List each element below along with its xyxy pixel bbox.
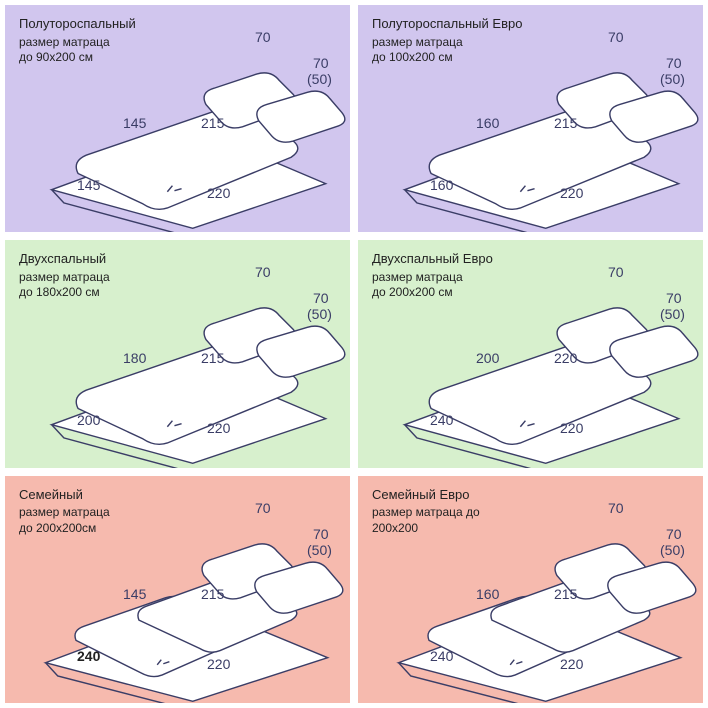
dim-sheet-l: 220 — [560, 185, 583, 201]
dim-pillow-h: 70 — [313, 526, 329, 542]
dim-duvet-w: 145 — [123, 586, 146, 602]
dim-duvet-l: 215 — [201, 115, 224, 131]
dim-sheet-w: 145 — [77, 177, 100, 193]
cell-c6: Семейный Евроразмер матраца до 200x200 7… — [357, 475, 704, 704]
dim-duvet-l: 215 — [554, 115, 577, 131]
dim-pillow-w: 70 — [255, 29, 271, 45]
dim-sheet-l: 220 — [207, 420, 230, 436]
dim-duvet-l: 220 — [554, 350, 577, 366]
bed-diagram — [358, 240, 703, 467]
cell-c4: Двухспальный Евроразмер матраца до 200x2… — [357, 239, 704, 468]
cell-c3: Двухспальныйразмер матраца до 180x200 см… — [4, 239, 351, 468]
dim-sheet-w: 240 — [430, 648, 453, 664]
cell-c1: Полутороспальныйразмер матраца до 90x200… — [4, 4, 351, 233]
dim-pillow-h2: (50) — [307, 542, 332, 558]
dim-sheet-l: 220 — [560, 656, 583, 672]
dim-duvet-l: 215 — [201, 586, 224, 602]
dim-sheet-w: 240 — [77, 648, 100, 664]
dim-duvet-w: 160 — [476, 115, 499, 131]
dim-pillow-h: 70 — [666, 55, 682, 71]
dim-pillow-w: 70 — [255, 500, 271, 516]
cell-c5: Семейныйразмер матраца до 200x200см 7070… — [4, 475, 351, 704]
cell-c2: Полутороспальный Евроразмер матраца до 1… — [357, 4, 704, 233]
dim-pillow-h2: (50) — [660, 542, 685, 558]
dim-duvet-w: 145 — [123, 115, 146, 131]
dim-pillow-h2: (50) — [660, 306, 685, 322]
dim-pillow-w: 70 — [608, 29, 624, 45]
dim-pillow-h2: (50) — [307, 71, 332, 87]
bed-size-grid: Полутороспальныйразмер матраца до 90x200… — [0, 0, 708, 708]
dim-pillow-h: 70 — [666, 526, 682, 542]
dim-duvet-w: 200 — [476, 350, 499, 366]
dim-pillow-w: 70 — [608, 500, 624, 516]
dim-duvet-l: 215 — [554, 586, 577, 602]
dim-sheet-l: 220 — [207, 185, 230, 201]
dim-pillow-h2: (50) — [660, 71, 685, 87]
bed-diagram — [5, 240, 350, 467]
bed-diagram — [5, 5, 350, 232]
dim-sheet-w: 240 — [430, 412, 453, 428]
dim-duvet-w: 160 — [476, 586, 499, 602]
dim-sheet-w: 200 — [77, 412, 100, 428]
bed-diagram — [358, 476, 703, 703]
dim-pillow-h2: (50) — [307, 306, 332, 322]
dim-sheet-l: 220 — [207, 656, 230, 672]
dim-sheet-l: 220 — [560, 420, 583, 436]
dim-pillow-h: 70 — [313, 55, 329, 71]
bed-diagram — [358, 5, 703, 232]
dim-sheet-w: 160 — [430, 177, 453, 193]
bed-diagram — [5, 476, 350, 703]
dim-pillow-h: 70 — [666, 290, 682, 306]
dim-duvet-l: 215 — [201, 350, 224, 366]
dim-duvet-w: 180 — [123, 350, 146, 366]
dim-pillow-h: 70 — [313, 290, 329, 306]
dim-pillow-w: 70 — [255, 264, 271, 280]
dim-pillow-w: 70 — [608, 264, 624, 280]
